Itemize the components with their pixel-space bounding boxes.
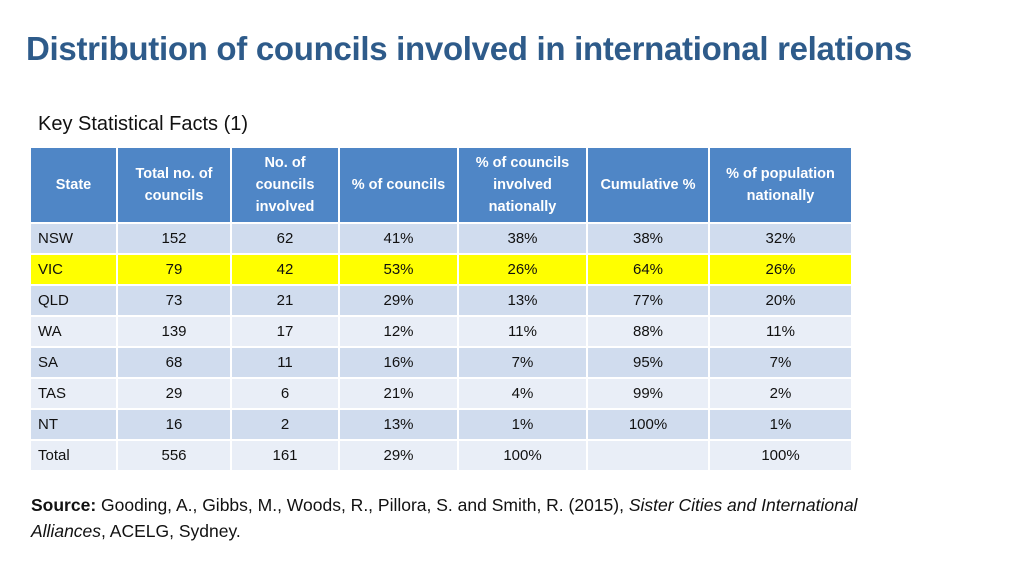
- cell-state: TAS: [31, 377, 118, 409]
- source-text-authors: Gooding, A., Gibbs, M., Woods, R., Pillo…: [96, 495, 629, 515]
- cell-percent-councils: 16%: [339, 346, 459, 378]
- cell-percent-population: 100%: [709, 439, 851, 470]
- cell-councils-involved: 161: [231, 439, 340, 470]
- cell-percent-involved-nationally: 1%: [458, 408, 588, 440]
- subtitle: Key Statistical Facts (1): [38, 113, 249, 135]
- cell-cumulative-percent: 88%: [587, 315, 710, 347]
- cell-percent-councils: 12%: [339, 315, 459, 347]
- cell-state: VIC: [31, 253, 118, 285]
- cell-cumulative-percent: [587, 439, 710, 470]
- cell-cumulative-percent: 99%: [587, 377, 710, 409]
- cell-percent-population: 11%: [709, 315, 851, 347]
- column-header-state: State: [31, 148, 118, 223]
- cell-cumulative-percent: 95%: [587, 346, 710, 378]
- cell-councils-involved: 11: [231, 346, 340, 378]
- cell-state: NT: [31, 408, 118, 440]
- cell-total-councils: 79: [117, 253, 232, 285]
- cell-percent-councils: 13%: [339, 408, 459, 440]
- statistics-table: State Total no. of councils No. of counc…: [31, 148, 851, 470]
- column-header-percent-involved-nationally: % of councils involved nationally: [458, 148, 588, 223]
- cell-percent-population: 26%: [709, 253, 851, 285]
- cell-percent-involved-nationally: 13%: [458, 284, 588, 316]
- table-row: QLD 73 21 29% 13% 77% 20%: [31, 284, 851, 316]
- cell-cumulative-percent: 77%: [587, 284, 710, 316]
- table-header-row: State Total no. of councils No. of counc…: [31, 148, 851, 223]
- cell-percent-involved-nationally: 26%: [458, 253, 588, 285]
- table-row: Total 556 161 29% 100% 100%: [31, 439, 851, 470]
- cell-percent-councils: 21%: [339, 377, 459, 409]
- cell-councils-involved: 17: [231, 315, 340, 347]
- cell-councils-involved: 2: [231, 408, 340, 440]
- cell-state: Total: [31, 439, 118, 470]
- cell-cumulative-percent: 38%: [587, 222, 710, 254]
- cell-state: SA: [31, 346, 118, 378]
- cell-percent-involved-nationally: 11%: [458, 315, 588, 347]
- table-row: WA 139 17 12% 11% 88% 11%: [31, 315, 851, 347]
- cell-councils-involved: 62: [231, 222, 340, 254]
- cell-state: WA: [31, 315, 118, 347]
- column-header-councils-involved: No. of councils involved: [231, 148, 340, 223]
- column-header-percent-population: % of population nationally: [709, 148, 851, 223]
- cell-percent-population: 20%: [709, 284, 851, 316]
- page-title: Distribution of councils involved in int…: [26, 30, 912, 67]
- cell-percent-councils: 41%: [339, 222, 459, 254]
- source-publication-title: Sister Cities and International Alliance…: [31, 495, 858, 541]
- cell-total-councils: 68: [117, 346, 232, 378]
- cell-percent-population: 7%: [709, 346, 851, 378]
- cell-total-councils: 29: [117, 377, 232, 409]
- cell-percent-population: 1%: [709, 408, 851, 440]
- cell-percent-involved-nationally: 100%: [458, 439, 588, 470]
- table-row: NT 16 2 13% 1% 100% 1%: [31, 408, 851, 440]
- cell-percent-involved-nationally: 7%: [458, 346, 588, 378]
- column-header-total-councils: Total no. of councils: [117, 148, 232, 223]
- table-row: VIC 79 42 53% 26% 64% 26%: [31, 253, 851, 285]
- cell-percent-involved-nationally: 38%: [458, 222, 588, 254]
- cell-percent-councils: 53%: [339, 253, 459, 285]
- cell-councils-involved: 6: [231, 377, 340, 409]
- cell-total-councils: 139: [117, 315, 232, 347]
- cell-councils-involved: 42: [231, 253, 340, 285]
- cell-councils-involved: 21: [231, 284, 340, 316]
- source-citation: Source: Gooding, A., Gibbs, M., Woods, R…: [31, 492, 891, 544]
- cell-total-councils: 16: [117, 408, 232, 440]
- cell-percent-population: 2%: [709, 377, 851, 409]
- cell-state: NSW: [31, 222, 118, 254]
- column-header-cumulative-percent: Cumulative %: [587, 148, 710, 223]
- cell-total-councils: 152: [117, 222, 232, 254]
- source-label: Source:: [31, 495, 97, 515]
- cell-percent-councils: 29%: [339, 439, 459, 470]
- cell-state: QLD: [31, 284, 118, 316]
- cell-percent-councils: 29%: [339, 284, 459, 316]
- cell-total-councils: 556: [117, 439, 232, 470]
- cell-percent-population: 32%: [709, 222, 851, 254]
- source-text-publisher: , ACELG, Sydney.: [101, 521, 241, 541]
- cell-percent-involved-nationally: 4%: [458, 377, 588, 409]
- table-row: SA 68 11 16% 7% 95% 7%: [31, 346, 851, 378]
- cell-cumulative-percent: 64%: [587, 253, 710, 285]
- table-row: TAS 29 6 21% 4% 99% 2%: [31, 377, 851, 409]
- cell-cumulative-percent: 100%: [587, 408, 710, 440]
- cell-total-councils: 73: [117, 284, 232, 316]
- table-row: NSW 152 62 41% 38% 38% 32%: [31, 222, 851, 254]
- column-header-percent-councils: % of councils: [339, 148, 459, 223]
